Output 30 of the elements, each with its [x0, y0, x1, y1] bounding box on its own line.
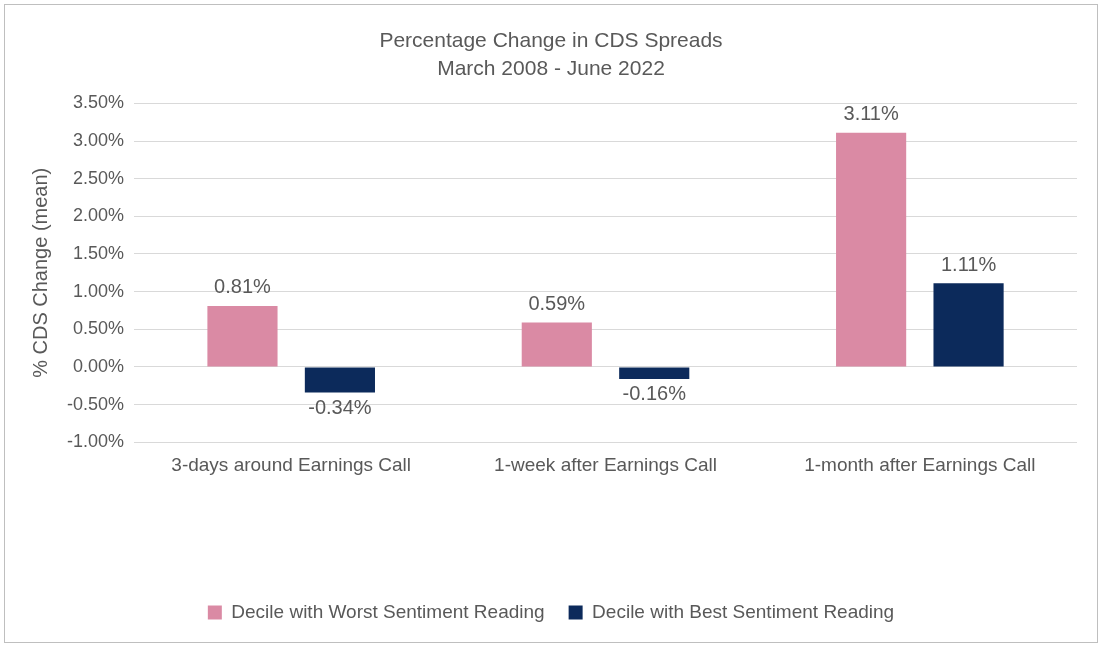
x-tick-label: 1-month after Earnings Call — [804, 453, 1036, 475]
y-tick-label: -1.00% — [66, 431, 125, 452]
chart-title: Percentage Change in CDS Spreads — [379, 28, 723, 52]
bar — [619, 367, 690, 379]
y-tick-label: 3.00% — [72, 130, 125, 151]
legend-label: Decile with Best Sentiment Reading — [592, 600, 895, 622]
y-tick-label: 3.50% — [72, 92, 125, 113]
data-label: -0.34% — [308, 396, 372, 419]
bar — [521, 322, 592, 367]
bar — [933, 283, 1004, 367]
x-tick-label: 1-week after Earnings Call — [494, 453, 717, 475]
y-tick-label: 2.00% — [72, 205, 125, 226]
data-label: 0.81% — [214, 275, 272, 298]
y-tick-label: 1.00% — [72, 280, 125, 301]
data-label: 0.59% — [528, 292, 586, 315]
data-label: 3.11% — [843, 102, 899, 125]
y-tick-label: 0.50% — [72, 318, 125, 339]
y-tick-label: 1.50% — [72, 242, 125, 263]
x-tick-label: 3-days around Earnings Call — [171, 453, 412, 475]
data-label: 1.11% — [940, 252, 997, 275]
bar — [836, 132, 907, 367]
data-label: -0.16% — [622, 382, 687, 405]
bar — [304, 367, 375, 393]
chart-subtitle: March 2008 - June 2022 — [437, 55, 665, 79]
y-tick-label: -0.50% — [66, 393, 125, 414]
y-tick-label: 0.00% — [72, 355, 125, 376]
bar — [207, 305, 278, 367]
legend-label: Decile with Worst Sentiment Reading — [231, 600, 545, 622]
y-axis-title: % CDS Change (mean) — [28, 167, 51, 378]
y-tick-label: 2.50% — [72, 167, 125, 188]
